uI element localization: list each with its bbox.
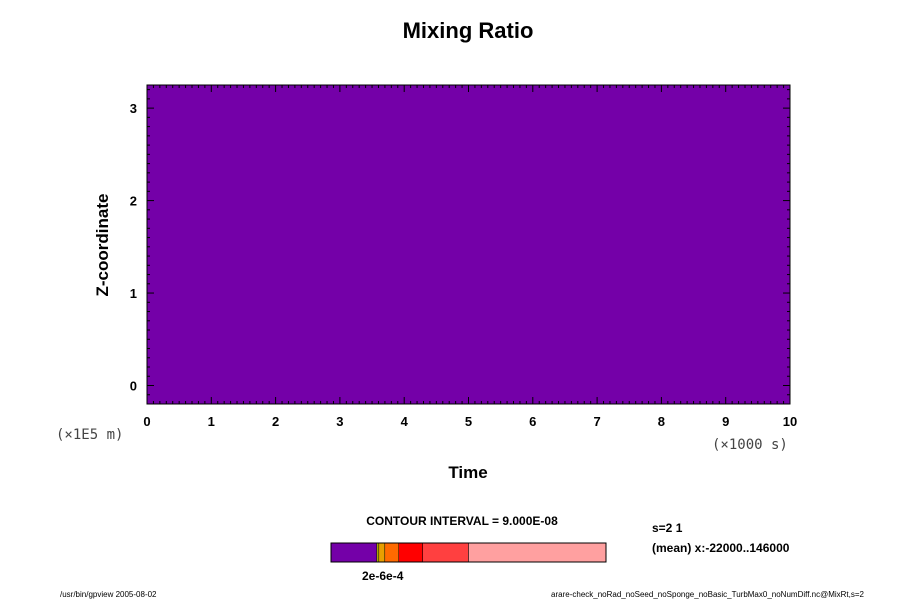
info-line-1: s=2 1 xyxy=(652,521,683,535)
y-tick-label: 2 xyxy=(130,194,137,209)
y-axis-ticks: 0 1 2 3 xyxy=(130,89,790,405)
x-tick-label: 1 xyxy=(208,414,215,429)
x-axis-ticks: 0 1 2 3 4 5 6 7 8 9 10 xyxy=(143,85,797,429)
y-scale-note: (×1E5 m) xyxy=(56,427,123,443)
footer-right: arare-check_noRad_noSeed_noSponge_noBasi… xyxy=(551,590,865,599)
mixing-ratio-field xyxy=(147,85,790,404)
x-tick-label: 2 xyxy=(272,414,279,429)
contour-interval-label: CONTOUR INTERVAL = 9.000E-08 xyxy=(366,514,558,528)
x-scale-note: (×1000 s) xyxy=(712,437,788,453)
footer-left: /usr/bin/gpview 2005-08-02 xyxy=(60,590,157,599)
colorbar-frame xyxy=(330,542,607,563)
colorbar-segment xyxy=(376,542,380,563)
x-tick-label: 0 xyxy=(143,414,150,429)
x-tick-label: 5 xyxy=(465,414,472,429)
y-tick-label: 3 xyxy=(130,101,137,116)
x-tick-label: 3 xyxy=(336,414,343,429)
chart-title: Mixing Ratio xyxy=(403,18,534,43)
x-tick-label: 9 xyxy=(722,414,729,429)
y-tick-label: 0 xyxy=(130,379,137,394)
colorbar-segment xyxy=(378,542,386,563)
colorbar-segment xyxy=(398,542,423,563)
colorbar xyxy=(330,542,607,563)
x-tick-label: 4 xyxy=(401,414,409,429)
info-line-2: (mean) x:-22000..146000 xyxy=(652,541,790,555)
y-tick-label: 1 xyxy=(130,286,137,301)
colorbar-segment xyxy=(468,542,607,563)
x-axis-label: Time xyxy=(448,463,487,482)
y-axis-label: Z-coordinate xyxy=(93,194,112,297)
colorbar-segment xyxy=(330,542,378,563)
colorbar-segment xyxy=(422,542,469,563)
x-tick-label: 8 xyxy=(658,414,665,429)
colorbar-segment xyxy=(384,542,400,563)
x-tick-label: 6 xyxy=(529,414,536,429)
x-tick-label: 7 xyxy=(593,414,600,429)
colorbar-tick-labels: 2e-6e-4 xyxy=(362,569,404,583)
x-tick-label: 10 xyxy=(783,414,797,429)
